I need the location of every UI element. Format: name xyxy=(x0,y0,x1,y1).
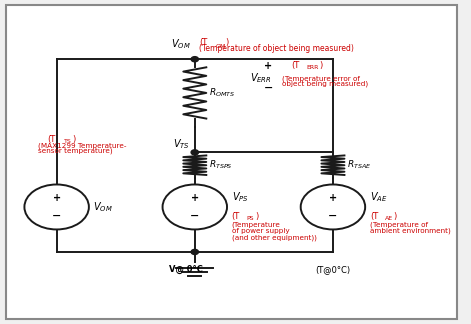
Text: +: + xyxy=(264,61,273,71)
Circle shape xyxy=(191,57,198,62)
Text: (T: (T xyxy=(370,212,378,221)
Text: +: + xyxy=(53,193,61,203)
Text: $V_{TS}$: $V_{TS}$ xyxy=(173,137,190,151)
Text: ambient environment): ambient environment) xyxy=(370,228,451,234)
Circle shape xyxy=(300,184,365,229)
Text: (and other equipment)): (and other equipment)) xyxy=(232,234,317,241)
Circle shape xyxy=(162,184,227,229)
Text: object being measured): object being measured) xyxy=(282,81,368,87)
Text: (Temperature error of: (Temperature error of xyxy=(282,75,360,82)
Text: (T: (T xyxy=(232,212,240,221)
Text: AE: AE xyxy=(385,216,393,221)
Text: (Temperature of object being measured): (Temperature of object being measured) xyxy=(199,44,354,53)
Text: (T: (T xyxy=(48,135,56,144)
Text: −: − xyxy=(52,211,61,221)
Text: OM: OM xyxy=(216,44,226,49)
Text: −: − xyxy=(190,211,200,221)
Text: PS: PS xyxy=(247,216,254,221)
Text: ): ) xyxy=(72,135,75,144)
Text: −: − xyxy=(328,211,338,221)
Text: (Temperature of: (Temperature of xyxy=(370,221,428,228)
Text: $R_{TSAE}$: $R_{TSAE}$ xyxy=(347,159,371,171)
Text: (Temperature: (Temperature xyxy=(232,221,281,228)
Text: $V_{PS}$: $V_{PS}$ xyxy=(232,190,249,204)
Circle shape xyxy=(191,249,198,255)
Text: +: + xyxy=(329,193,337,203)
Text: ): ) xyxy=(319,61,322,70)
Text: −: − xyxy=(264,83,273,93)
Text: V@ 0°C: V@ 0°C xyxy=(169,265,203,274)
Text: ): ) xyxy=(255,212,259,221)
Circle shape xyxy=(24,184,89,229)
Text: TS: TS xyxy=(64,139,71,144)
Text: +: + xyxy=(191,193,199,203)
Text: (T: (T xyxy=(199,38,208,47)
Text: $R_{OMTS}$: $R_{OMTS}$ xyxy=(209,87,235,99)
Text: (MAX1299 Temperature-: (MAX1299 Temperature- xyxy=(38,143,127,149)
Text: ): ) xyxy=(393,212,397,221)
Text: (T@0°C): (T@0°C) xyxy=(316,265,350,274)
Text: $V_{OM}$: $V_{OM}$ xyxy=(171,37,190,51)
Text: ): ) xyxy=(226,38,229,47)
Text: sensor temperature): sensor temperature) xyxy=(38,147,113,154)
Text: of power supply: of power supply xyxy=(232,228,289,234)
Text: $R_{TSPS}$: $R_{TSPS}$ xyxy=(209,159,232,171)
Text: (T: (T xyxy=(292,61,300,70)
Text: $V_{AE}$: $V_{AE}$ xyxy=(370,190,387,204)
Text: $V_{ERR}$: $V_{ERR}$ xyxy=(250,72,272,86)
Text: ERR: ERR xyxy=(307,65,319,70)
Circle shape xyxy=(191,150,198,155)
Text: $V_{OM}$: $V_{OM}$ xyxy=(93,200,113,214)
